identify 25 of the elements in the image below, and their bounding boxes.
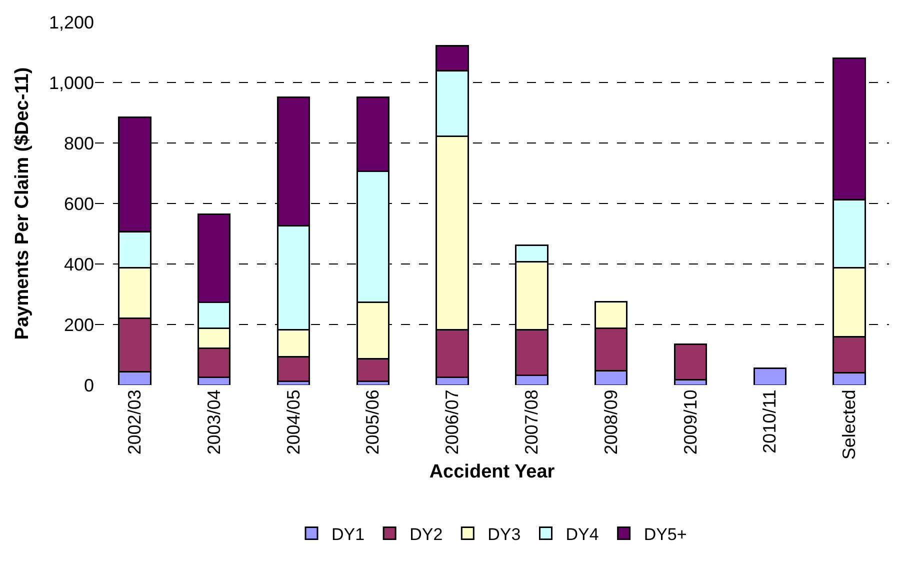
y-tick-label: 600 [64,194,94,214]
legend-label: DY3 [488,524,521,544]
legend-label: DY4 [566,524,599,544]
x-tick-label: 2010/11 [760,390,780,454]
x-tick-label: Selected [839,390,860,460]
y-tick-label: 0 [84,375,94,396]
x-tick-label: 2007/08 [522,390,542,455]
legend-label: DY2 [410,524,443,544]
y-tick-label: 1,200 [48,12,94,32]
y-axis-title: Payments Per Claim ($Dec-11) [12,67,33,340]
legend-label: DY1 [332,524,365,544]
x-tick-label: 2003/04 [204,390,224,455]
y-tick-label: 800 [64,133,94,154]
x-tick-label: 2008/09 [600,390,621,455]
x-tick-label: 2006/07 [442,390,462,455]
bar [753,367,787,385]
x-tick-label: 2005/06 [362,390,383,455]
y-tick-label: 400 [64,254,94,274]
legend-label: DY5+ [644,524,687,544]
x-axis-title: Accident Year [429,461,556,482]
x-tick-label: 2002/03 [124,390,145,455]
x-tick-label: 2009/10 [680,390,700,455]
y-tick-label: 1,000 [48,72,94,93]
x-tick-label: 2004/05 [283,390,304,455]
y-tick-label: 200 [64,314,94,335]
